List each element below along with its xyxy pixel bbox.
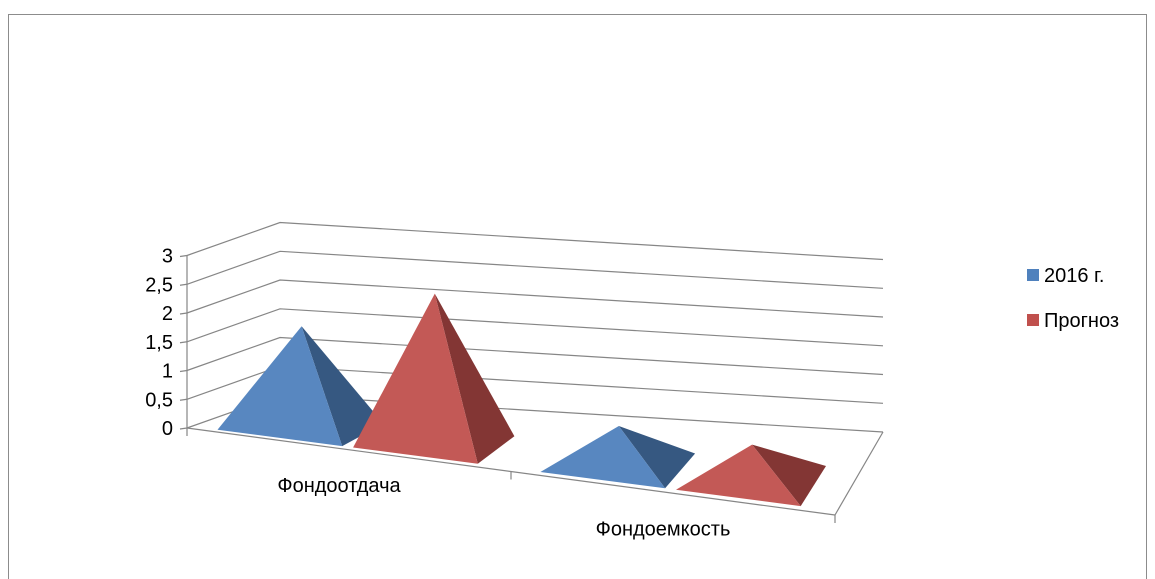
x-axis: Фондоотдача Фондоемкость — [186, 427, 836, 540]
category-label: Фондоотдача — [277, 475, 401, 497]
pyramid-0-0 — [217, 326, 384, 447]
pyramid-1-0 — [353, 293, 515, 464]
y-tick-label: 2 — [162, 303, 173, 325]
gridline — [186, 250, 884, 289]
pyramid-side-face — [618, 426, 696, 489]
pyramid-front-face — [540, 426, 666, 489]
chart-marks — [217, 293, 826, 507]
pyramid-side-face — [434, 293, 515, 464]
y-tick-mark — [179, 283, 188, 286]
gridline — [186, 279, 884, 318]
y-tick-mark — [179, 312, 188, 315]
y-tick-label: 1,5 — [145, 332, 173, 354]
y-tick-mark — [179, 369, 188, 373]
y-tick-label: 0 — [162, 418, 173, 440]
gridline — [186, 308, 884, 347]
pyramid-1-1 — [676, 444, 826, 507]
y-axis-ticks: 0 0,5 1 1,5 2 2,5 3 — [145, 246, 188, 440]
y-tick-mark — [179, 254, 188, 258]
legend-swatch — [1027, 314, 1039, 326]
legend: 2016 г. Прогноз — [1027, 265, 1119, 332]
pyramid-front-face — [676, 444, 801, 507]
y-tick-label: 1 — [162, 361, 173, 383]
gridline — [186, 221, 884, 261]
y-tick-mark — [179, 398, 188, 401]
y-tick-mark — [179, 341, 188, 344]
legend-label: Прогноз — [1044, 310, 1119, 332]
pyramid-side-face — [752, 444, 826, 507]
legend-label: 2016 г. — [1044, 265, 1104, 287]
category-label: Фондоемкость — [596, 518, 731, 540]
gridline — [186, 336, 884, 376]
pyramid-front-face — [217, 326, 343, 447]
chart-frame — [8, 14, 1147, 579]
legend-swatch — [1027, 269, 1039, 281]
y-tick-label: 3 — [162, 246, 173, 268]
pyramid-0-1 — [540, 426, 696, 489]
y-tick-label: 2,5 — [145, 274, 173, 296]
pyramid-front-face — [353, 293, 478, 464]
floor-right-edge — [834, 431, 884, 516]
y-tick-mark — [179, 427, 188, 430]
y-tick-label: 0,5 — [145, 389, 173, 411]
pyramid-side-face — [301, 326, 384, 447]
gridlines — [186, 221, 884, 433]
